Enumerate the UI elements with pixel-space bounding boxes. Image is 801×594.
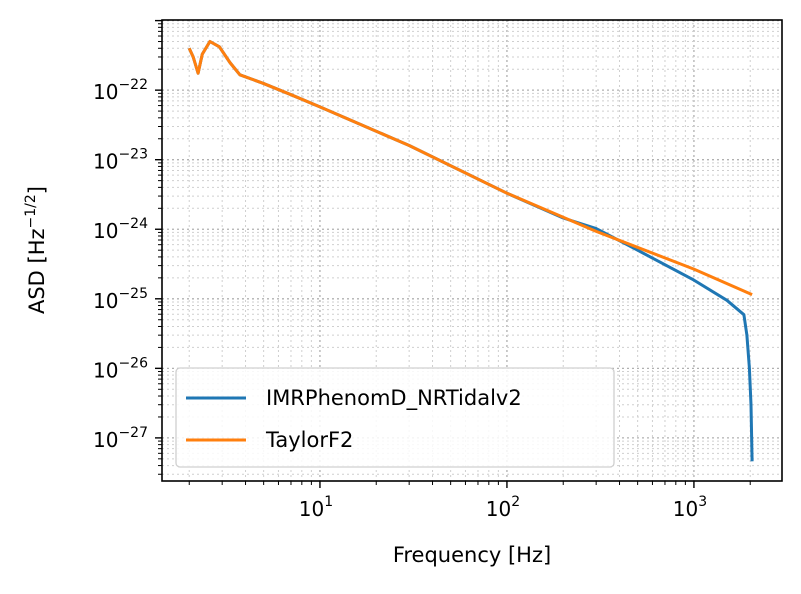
x-tick-label: 102	[486, 494, 520, 521]
y-tick-label: 10−24	[93, 216, 148, 243]
y-tick-label: 10−25	[93, 286, 148, 313]
y-axis-label-exponent: −1/2	[23, 194, 39, 228]
x-tick-label-exponent: 3	[698, 494, 707, 510]
y-tick-label-exponent: −25	[118, 286, 148, 302]
y-tick-label-base: 10	[93, 150, 118, 174]
legend-label-taylorf2: TaylorF2	[265, 428, 353, 452]
y-tick-label-exponent: −24	[118, 216, 148, 232]
y-tick-label-base: 10	[93, 219, 118, 243]
y-tick-label: 10−26	[93, 355, 148, 382]
y-tick-label: 10−27	[93, 425, 148, 452]
y-tick-label-exponent: −23	[118, 147, 148, 163]
x-tick-label-base: 10	[299, 497, 324, 521]
x-axis-label: Frequency [Hz]	[393, 543, 551, 567]
y-tick-label-exponent: −22	[118, 77, 148, 93]
y-tick-label: 10−23	[93, 147, 148, 174]
y-axis-label: ASD [Hz−1/2]	[23, 186, 49, 314]
y-tick-label-base: 10	[93, 289, 118, 313]
series-line-taylorf2	[187, 40, 753, 296]
x-tick-label-base: 10	[673, 497, 698, 521]
x-tick-label-exponent: 1	[324, 494, 333, 510]
y-tick-label-base: 10	[93, 428, 118, 452]
x-tick-label: 103	[673, 494, 707, 521]
legend-label-imrphenomd: IMRPhenomD_NRTidalv2	[266, 386, 522, 411]
x-tick-label: 101	[299, 494, 333, 521]
series-lines	[187, 40, 754, 462]
y-tick-label-base: 10	[93, 80, 118, 104]
y-tick-label-exponent: −27	[118, 425, 148, 441]
x-tick-label-base: 10	[486, 497, 511, 521]
legend-box	[175, 367, 615, 468]
legend: IMRPhenomD_NRTidalv2 TaylorF2	[175, 367, 615, 468]
y-tick-label: 10−22	[93, 77, 148, 104]
y-tick-label-exponent: −26	[118, 355, 148, 371]
x-tick-label-exponent: 2	[511, 494, 520, 510]
y-tick-label-base: 10	[93, 358, 118, 382]
